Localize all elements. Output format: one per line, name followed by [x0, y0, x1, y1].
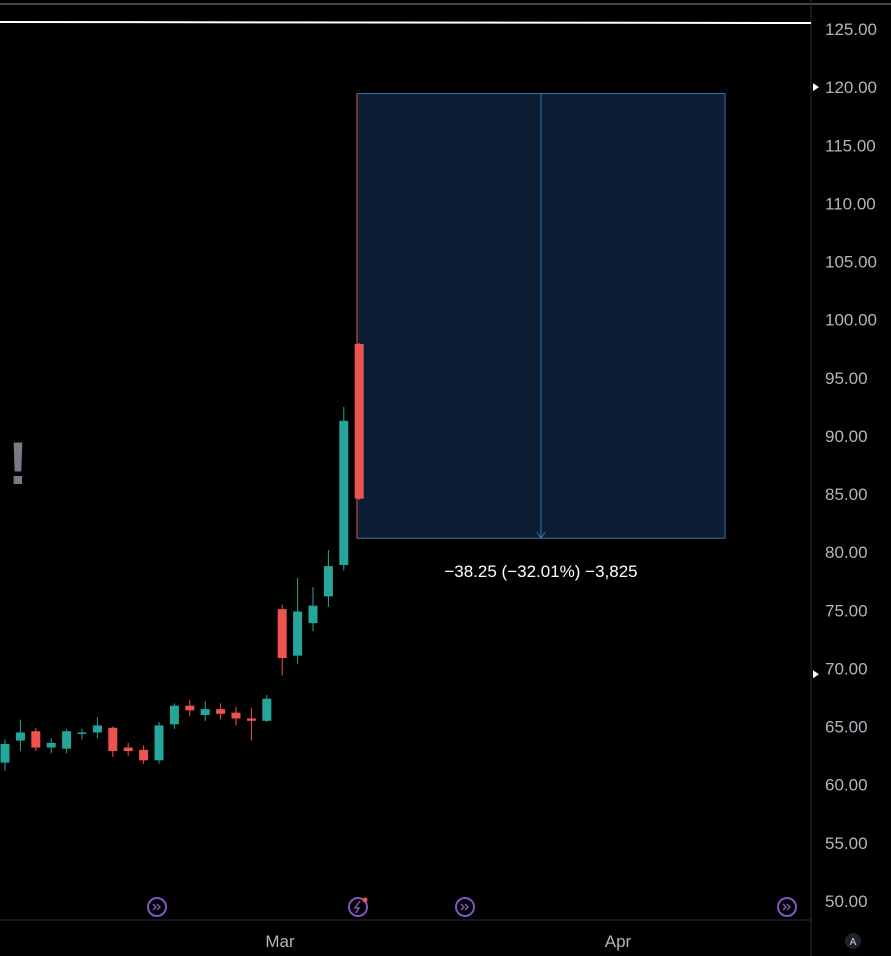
flash-event-icon[interactable] [348, 897, 368, 917]
candle-body [262, 698, 272, 721]
price-tick-label: 100.00 [825, 311, 877, 330]
candle [92, 717, 102, 739]
candle-body [123, 747, 133, 752]
candle [77, 728, 87, 740]
price-tick-label: 55.00 [825, 834, 868, 853]
price-tick-label: 75.00 [825, 601, 868, 620]
candle [15, 719, 25, 752]
candle [277, 604, 287, 676]
axis-marker-icon [813, 670, 819, 679]
candle-body [92, 725, 102, 733]
time-axis[interactable]: o Mar Apr [0, 932, 632, 951]
candle [200, 701, 210, 721]
price-tick-label: 105.00 [825, 253, 877, 272]
price-tick-label: 60.00 [825, 776, 868, 795]
auto-scale-label: A [850, 937, 857, 948]
candle-body [62, 731, 72, 749]
candle [246, 707, 256, 741]
measure-tool[interactable]: −38.25 (−32.01%) −3,825 [356, 93, 726, 582]
candle-body [246, 718, 256, 721]
candle-body [77, 732, 87, 734]
candle-body [108, 727, 118, 752]
candle-body [339, 420, 349, 565]
candle [139, 745, 149, 764]
price-tick-label: 50.00 [825, 892, 868, 911]
price-tick-label: 80.00 [825, 543, 868, 562]
horizontal-line-layer [0, 21, 812, 25]
candle [0, 739, 10, 771]
time-tick-label: Mar [265, 932, 295, 951]
event-icons [147, 897, 797, 917]
candle [169, 703, 179, 729]
candle [216, 703, 226, 720]
candle [31, 727, 41, 752]
candle-body [231, 712, 241, 719]
price-tick-label: 70.00 [825, 659, 868, 678]
candle-body [0, 744, 10, 763]
price-tick-label: 110.00 [825, 194, 876, 213]
candle-body [323, 566, 333, 597]
candle [62, 728, 72, 754]
candle [154, 721, 164, 764]
price-tick-label: 65.00 [825, 718, 868, 737]
price-tick-label: 120.00 [825, 78, 877, 97]
candle-body [277, 609, 287, 659]
candle-body [308, 605, 318, 624]
candle-body [154, 725, 164, 761]
price-tick-label: 85.00 [825, 485, 868, 504]
candle-body [354, 344, 364, 499]
candles-layer [0, 342, 364, 771]
price-axis[interactable]: 125.00 120.00 115.00 110.00 105.00 100.00 95.0… [813, 20, 877, 911]
candle [185, 699, 195, 717]
candle-body [31, 731, 41, 748]
measure-label: −38.25 (−32.01%) −3,825 [444, 562, 637, 581]
dividend-event-icon[interactable] [147, 897, 167, 917]
candle [339, 406, 349, 571]
candle-body [216, 709, 226, 714]
price-tick-label: 115.00 [825, 136, 876, 155]
candle [293, 577, 303, 664]
candle-body [200, 709, 210, 715]
candle-body [15, 732, 25, 741]
candle-body [46, 742, 56, 748]
candle-body [169, 705, 179, 725]
price-tick-label: 90.00 [825, 427, 868, 446]
candle [308, 587, 318, 632]
price-tick-label: 125.00 [825, 20, 877, 39]
candle-body [139, 749, 149, 761]
candle [108, 726, 118, 757]
candle [262, 695, 272, 722]
measure-arrow-head [536, 531, 546, 540]
candle [354, 342, 364, 500]
dividend-event-icon[interactable] [455, 897, 475, 917]
candle [323, 549, 333, 607]
time-tick-label: o [0, 932, 1, 951]
candle [231, 706, 241, 726]
time-tick-label: Apr [605, 932, 632, 951]
candle [123, 742, 133, 756]
price-tick-label: 95.00 [825, 369, 868, 388]
overlay-exclamation: ! [8, 430, 28, 497]
horizontal-price-line[interactable] [0, 21, 812, 25]
candle [46, 738, 56, 754]
auto-scale-button[interactable]: A [845, 933, 861, 949]
dividend-event-icon[interactable] [777, 897, 797, 917]
axis-marker-icon [813, 83, 819, 92]
candle-body [185, 705, 195, 711]
candle-body [293, 611, 303, 656]
